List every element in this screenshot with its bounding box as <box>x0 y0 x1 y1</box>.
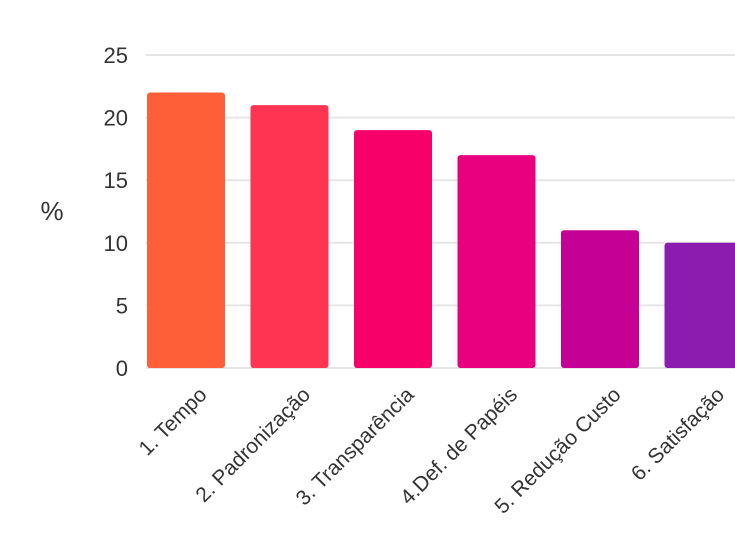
x-tick-label: 6. Satisfação <box>627 383 729 485</box>
y-tick-label: 10 <box>104 231 128 256</box>
bars <box>147 92 735 368</box>
grid-lines <box>146 54 735 369</box>
x-tick-label: 1. Tempo <box>134 383 211 460</box>
y-axis-ticks: 0 5 10 15 20 25 <box>104 43 128 381</box>
bar <box>457 155 536 368</box>
y-axis-title: % <box>40 196 63 226</box>
bar <box>147 92 225 368</box>
bar <box>664 242 735 368</box>
y-tick-label: 15 <box>104 168 128 193</box>
y-tick-label: 5 <box>116 293 128 318</box>
bar <box>561 230 639 368</box>
y-tick-label: 0 <box>116 356 128 381</box>
y-tick-label: 20 <box>104 106 128 131</box>
bar <box>354 130 432 368</box>
y-tick-label: 25 <box>104 43 128 68</box>
bar <box>250 105 329 368</box>
